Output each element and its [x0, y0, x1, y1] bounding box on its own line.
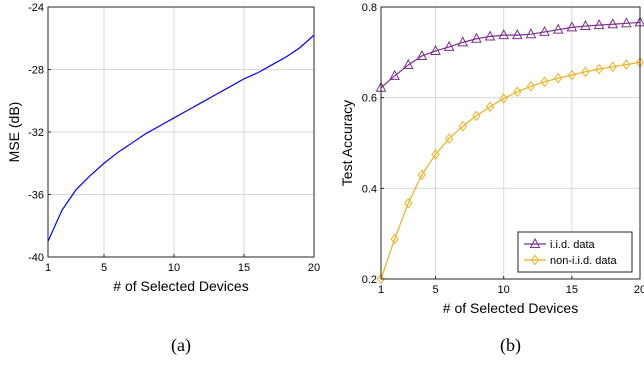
- data-point-triangle: [580, 19, 591, 31]
- data-point-diamond: [458, 120, 467, 132]
- data-point-triangle: [511, 29, 523, 40]
- series-lines-a: [47, 34, 315, 242]
- y-tick-label: -28: [28, 65, 44, 77]
- data-point-diamond: [540, 76, 549, 88]
- data-point-diamond: [485, 101, 495, 113]
- data-point-diamond: [622, 59, 631, 70]
- x-tick-label: 1: [45, 262, 51, 274]
- y-tick-label: 0.2: [362, 274, 377, 286]
- y-tick-label: -40: [28, 252, 44, 264]
- data-point-triangle: [484, 30, 496, 41]
- x-axis-label-b: # of Selected Devices: [443, 300, 578, 316]
- x-tick-label: 1: [378, 284, 384, 296]
- legend-entry-label: i.i.d. data: [550, 239, 596, 251]
- y-tick-label: -24: [28, 2, 44, 14]
- data-point-triangle: [443, 40, 455, 51]
- data-point-diamond: [472, 110, 481, 122]
- legend-box: [517, 231, 633, 273]
- data-point-triangle: [471, 32, 482, 43]
- x-tick-label: 20: [308, 262, 320, 274]
- data-point-diamond: [554, 72, 563, 84]
- x-axis-label-a: # of Selected Devices: [113, 278, 248, 294]
- x-tick-label: 5: [432, 284, 438, 296]
- data-point-triangle: [607, 18, 619, 29]
- x-tick-label: 20: [634, 284, 644, 296]
- chart-panel-b: 1 5 10 15 200.20.40.60.8 # of Selected Devic…: [339, 2, 644, 356]
- data-point-diamond: [499, 93, 508, 104]
- data-point-triangle: [498, 29, 510, 40]
- data-point-diamond: [513, 86, 522, 98]
- data-point-diamond: [417, 169, 427, 181]
- series-line: [380, 61, 641, 280]
- data-point-diamond: [404, 197, 413, 209]
- data-point-diamond: [390, 233, 399, 245]
- data-point-diamond: [581, 66, 590, 78]
- data-point-triangle: [457, 36, 469, 47]
- legend-b: i.i.d. data non-i.i.d. data: [517, 231, 633, 273]
- panel-caption-a: (a): [171, 335, 191, 356]
- x-tick-label: 10: [168, 262, 180, 274]
- x-tick-label: 10: [498, 284, 510, 296]
- data-point-diamond: [567, 69, 576, 81]
- y-axis-label-a: MSE (dB): [6, 102, 22, 163]
- grid-b: [381, 7, 640, 279]
- plot-frame-b: [380, 6, 641, 280]
- data-point-triangle: [525, 28, 537, 39]
- y-axis-label-b: Test Accuracy: [339, 100, 355, 186]
- tick-labels-a: 1 5 10 15 20-40-36-32-28-24: [28, 2, 320, 274]
- data-point-diamond: [376, 273, 386, 285]
- data-point-triangle: [402, 58, 414, 70]
- data-point-triangle: [566, 21, 578, 32]
- data-point-diamond: [608, 61, 617, 73]
- data-point-diamond: [530, 254, 540, 266]
- data-point-diamond: [431, 149, 440, 160]
- data-point-triangle: [593, 19, 605, 30]
- y-tick-label: -36: [28, 190, 44, 202]
- data-point-diamond: [594, 63, 604, 75]
- data-point-triangle: [552, 23, 564, 34]
- data-point-triangle: [539, 25, 550, 36]
- x-tick-label: 15: [238, 262, 250, 274]
- panel-caption-b: (b): [500, 335, 521, 356]
- data-point-triangle: [416, 49, 428, 60]
- chart-panel-a: 1 5 10 15 20-40-36-32-28-24 # of Selected De…: [6, 2, 320, 356]
- data-point-triangle: [430, 44, 441, 55]
- x-tick-label: 5: [101, 262, 107, 274]
- y-tick-label: 0.8: [362, 2, 377, 14]
- data-point-triangle: [529, 237, 541, 248]
- legend-entry-label: non-i.i.d. data: [550, 255, 618, 267]
- series-line: [47, 34, 315, 242]
- grid-a: [48, 7, 314, 257]
- tick-labels-b: 1 5 10 15 200.20.40.60.8: [362, 2, 644, 296]
- data-point-triangle: [389, 69, 400, 80]
- y-tick-label: 0.6: [362, 93, 377, 105]
- data-point-diamond: [526, 81, 536, 92]
- x-tick-label: 15: [566, 284, 578, 296]
- y-tick-label: 0.4: [362, 183, 377, 195]
- y-tick-label: -32: [28, 127, 44, 139]
- data-point-diamond: [445, 133, 454, 144]
- data-point-triangle: [621, 17, 632, 28]
